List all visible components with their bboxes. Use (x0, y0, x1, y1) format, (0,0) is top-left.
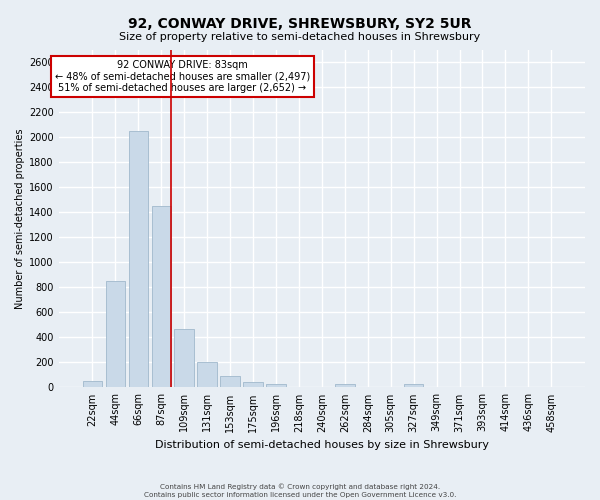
Bar (244, 382, 263, 388)
Text: Size of property relative to semi-detached houses in Shrewsbury: Size of property relative to semi-detach… (119, 32, 481, 42)
Bar (335, 384, 355, 388)
Y-axis label: Number of semi-detached properties: Number of semi-detached properties (15, 128, 25, 309)
Bar (83, 381, 102, 388)
X-axis label: Distribution of semi-detached houses by size in Shrewsbury: Distribution of semi-detached houses by … (155, 440, 489, 450)
Bar (175, 328, 194, 388)
Bar (266, 384, 286, 388)
Bar (197, 362, 217, 388)
Bar (106, 281, 125, 388)
Text: 92, CONWAY DRIVE, SHREWSBURY, SY2 5UR: 92, CONWAY DRIVE, SHREWSBURY, SY2 5UR (128, 18, 472, 32)
Bar (152, 206, 171, 388)
Bar (128, 131, 148, 388)
Text: 92 CONWAY DRIVE: 83sqm
← 48% of semi-detached houses are smaller (2,497)
51% of : 92 CONWAY DRIVE: 83sqm ← 48% of semi-det… (55, 60, 310, 94)
Text: Contains HM Land Registry data © Crown copyright and database right 2024.
Contai: Contains HM Land Registry data © Crown c… (144, 484, 456, 498)
Bar (220, 376, 240, 388)
Bar (404, 384, 424, 388)
